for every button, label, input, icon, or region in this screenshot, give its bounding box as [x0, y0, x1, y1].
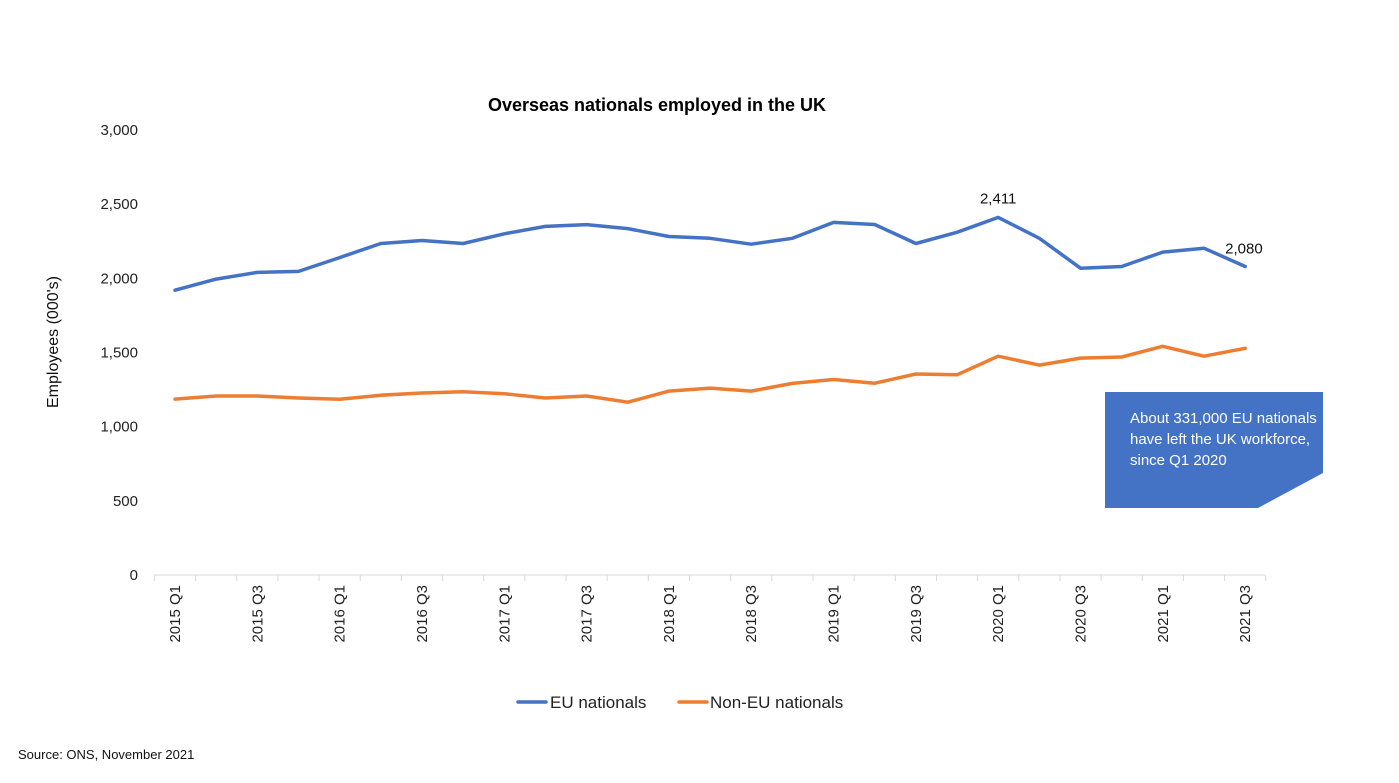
legend-label-eu-nationals: EU nationals	[550, 693, 646, 712]
series-line-non-eu-nationals	[173, 344, 1247, 404]
x-tick-label: 2018 Q1	[661, 585, 678, 643]
x-tick-label: 2021 Q3	[1237, 585, 1254, 643]
annotation-callout	[1105, 392, 1323, 508]
data-labels: 2,411 2,080	[980, 190, 1263, 257]
y-tick-label: 500	[113, 493, 138, 510]
x-tick-label: 2021 Q1	[1155, 585, 1172, 643]
data-label: 2,411	[980, 190, 1016, 207]
x-tick-label: 2017 Q1	[496, 585, 513, 643]
annotation-text: About 331,000 EU nationals have left the…	[1130, 410, 1317, 469]
y-tick-label: 1,000	[100, 419, 138, 436]
x-tick-label: 2015 Q3	[249, 585, 266, 643]
series-line-eu-nationals	[173, 215, 1247, 292]
x-tick-label: 2019 Q3	[908, 585, 925, 643]
x-axis-ticks: 2015 Q1 2015 Q3 2016 Q1 2016 Q3 2017 Q1 2017 …	[153, 575, 1267, 643]
x-tick-label: 2018 Q3	[743, 585, 760, 643]
x-tick-label: 2017 Q3	[579, 585, 596, 643]
x-tick-label: 2016 Q3	[414, 585, 431, 643]
y-axis-title: Employees (000's)	[45, 276, 62, 408]
source-note: Source: ONS, November 2021	[18, 747, 194, 762]
x-tick-label: 2020 Q1	[990, 585, 1007, 643]
chart-title: Overseas nationals employed in the UK	[488, 95, 826, 115]
x-tick-label: 2019 Q1	[826, 585, 843, 643]
y-tick-label: 1,500	[100, 345, 138, 362]
data-label: 2,080	[1225, 240, 1263, 257]
legend-label-non-eu-nationals: Non-EU nationals	[710, 693, 843, 712]
y-tick-label: 3,000	[100, 122, 138, 139]
x-tick-label: 2016 Q1	[332, 585, 349, 643]
x-tick-label: 2020 Q3	[1073, 585, 1090, 643]
legend: EU nationals Non-EU nationals	[516, 693, 843, 712]
y-axis-ticks: 0 500 1,000 1,500 2,000 2,500 3,000	[100, 122, 138, 584]
y-tick-label: 0	[130, 567, 138, 584]
y-tick-label: 2,000	[100, 270, 138, 287]
series-lines	[173, 215, 1247, 404]
y-tick-label: 2,500	[100, 196, 138, 213]
x-tick-label: 2015 Q1	[167, 585, 184, 643]
